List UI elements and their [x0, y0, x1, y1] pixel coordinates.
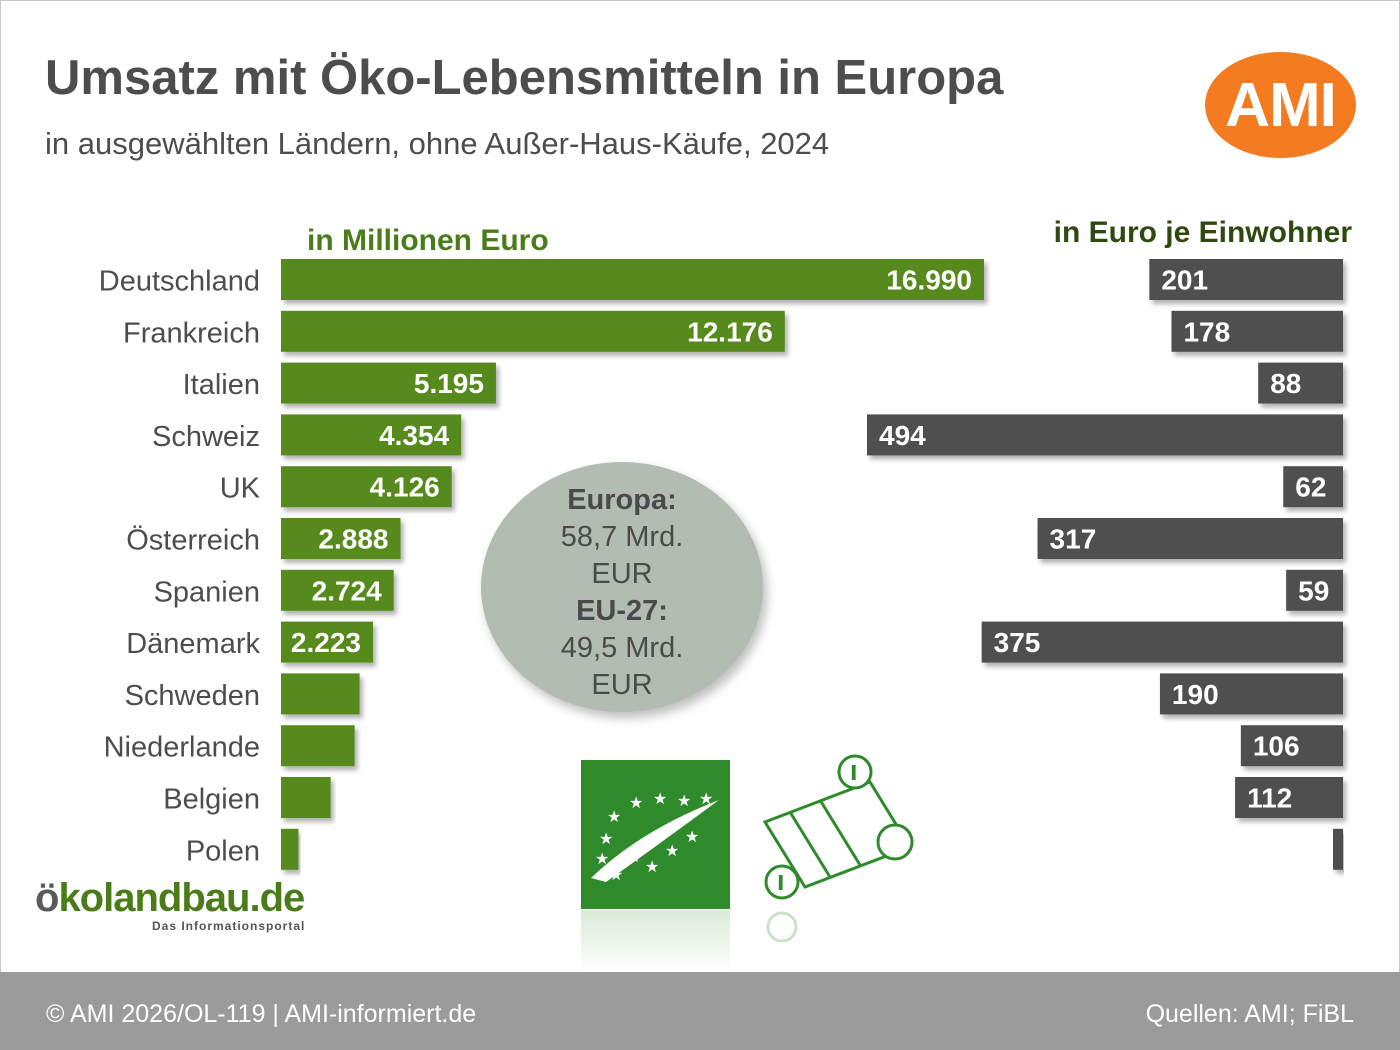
right-bar: [1258, 362, 1343, 404]
footer-sources: Quellen: AMI; FiBL: [1145, 1000, 1354, 1028]
left-bar-value-label: 4.126: [370, 472, 440, 503]
left-bar: [281, 259, 984, 300]
svg-text:★: ★: [609, 865, 623, 884]
page-title: Umsatz mit Öko-Lebensmitteln in Europa: [45, 51, 1004, 105]
eu-logo-reflection: [581, 910, 730, 972]
category-label: Belgien: [163, 784, 260, 816]
left-bar: [281, 466, 452, 508]
oekolandbau-logo-prefix: ö: [35, 876, 59, 920]
oekolandbau-tagline: Das Informationsportal: [152, 919, 306, 933]
footer-bar: [0, 972, 1400, 1050]
bar-chart: Deutschland Frankreich Italien Schweiz UK Öst…: [99, 259, 1343, 870]
right-bar-value-label: 106: [1253, 731, 1300, 762]
category-label: Schweiz: [152, 421, 260, 453]
right-bar-value-label: 317: [1050, 524, 1097, 555]
europe-unit: EUR: [591, 558, 653, 590]
right-bar: [1283, 466, 1343, 508]
category-label: Niederlande: [104, 732, 260, 764]
category-label: Spanien: [154, 576, 260, 608]
svg-text:★: ★: [653, 789, 667, 808]
category-label: Dänemark: [126, 628, 260, 660]
right-bar-value-label: 112: [1247, 783, 1292, 814]
right-bar-value-label: 178: [1183, 316, 1230, 347]
page-subtitle: in ausgewählten Ländern, ohne Außer-Haus…: [45, 126, 830, 161]
right-bar-value-label: 375: [994, 627, 1041, 658]
right-bar: [1240, 725, 1343, 767]
left-bar: [281, 777, 331, 818]
category-label: Italien: [183, 369, 260, 401]
left-bar: [281, 518, 401, 559]
left-bar: [281, 569, 394, 611]
oekolandbau-logo-brand: kolandbau.de: [58, 876, 305, 920]
footer-copyright: © AMI 2026/OL-119 | AMI-informiert.de: [46, 1000, 477, 1028]
oekolandbau-logo: ökolandbau.de Das Informationsportal: [35, 876, 305, 933]
category-label: Schweden: [125, 680, 260, 712]
right-bar-value-label: 494: [879, 420, 926, 451]
right-bar: [1286, 569, 1343, 611]
left-bar: [281, 362, 496, 404]
totals-bubble: Europa: 58,7 Mrd. EUR EU-27: 49,5 Mrd. E…: [481, 462, 763, 712]
svg-text:★: ★: [629, 793, 643, 812]
left-bar: [281, 621, 373, 663]
svg-text:I: I: [777, 871, 784, 895]
svg-text:★: ★: [665, 841, 679, 860]
eu-label: EU-27:: [576, 595, 668, 627]
right-bar: [867, 414, 1343, 456]
right-bar: [1149, 259, 1343, 300]
euro-note-icon: I I: [762, 754, 914, 942]
right-bar-value-label: 59: [1298, 575, 1329, 606]
category-label: Frankreich: [123, 317, 260, 349]
category-label: Österreich: [126, 525, 260, 557]
left-bar-value-label: 4.354: [379, 420, 449, 451]
svg-text:★: ★: [595, 849, 609, 868]
eu-value: 49,5 Mrd.: [560, 632, 684, 664]
svg-text:★: ★: [599, 829, 613, 848]
right-bar: [981, 621, 1343, 663]
left-bar-value-label: 2.223: [291, 627, 361, 658]
svg-text:★: ★: [699, 789, 713, 808]
svg-text:★: ★: [627, 847, 641, 866]
svg-text:★: ★: [685, 827, 699, 846]
left-bar-value-label: 2.724: [312, 575, 382, 606]
ami-logo: AMI: [1205, 52, 1356, 158]
svg-text:I: I: [850, 761, 857, 785]
right-bar: [1171, 310, 1343, 352]
category-label: UK: [220, 473, 261, 505]
left-bar: [281, 828, 299, 870]
right-bar-value-label: 201: [1161, 265, 1208, 296]
left-bar-value-label: 5.195: [414, 368, 484, 399]
right-bar: [1037, 518, 1343, 559]
left-series-heading: in Millionen Euro: [307, 224, 549, 257]
right-bar: [1333, 828, 1343, 870]
eu-unit: EUR: [591, 669, 653, 701]
right-bar-value-label: 88: [1270, 368, 1301, 399]
right-bar-value-label: 62: [1295, 472, 1326, 503]
right-bar: [1159, 673, 1343, 715]
category-label: Deutschland: [99, 266, 260, 298]
left-bar: [281, 310, 785, 352]
category-label: Polen: [186, 835, 260, 867]
svg-text:★: ★: [645, 857, 659, 876]
left-bar: [281, 725, 355, 767]
right-bar-value-label: 190: [1172, 679, 1219, 710]
left-bar-value-label: 2.888: [318, 524, 388, 555]
right-series-heading: in Euro je Einwohner: [1053, 216, 1352, 249]
right-bar: [1235, 777, 1343, 818]
eu-organic-logo: ★ ★ ★ ★ ★ ★ ★ ★ ★ ★ ★ ★: [581, 760, 730, 909]
svg-text:★: ★: [607, 807, 621, 826]
europe-value: 58,7 Mrd.: [560, 521, 684, 553]
svg-text:★: ★: [677, 791, 691, 810]
left-bar: [281, 673, 360, 715]
europe-label: Europa:: [567, 484, 677, 516]
left-bar-value-label: 16.990: [886, 265, 972, 296]
left-bar-value-label: 12.176: [687, 316, 773, 347]
left-bar: [281, 414, 462, 456]
